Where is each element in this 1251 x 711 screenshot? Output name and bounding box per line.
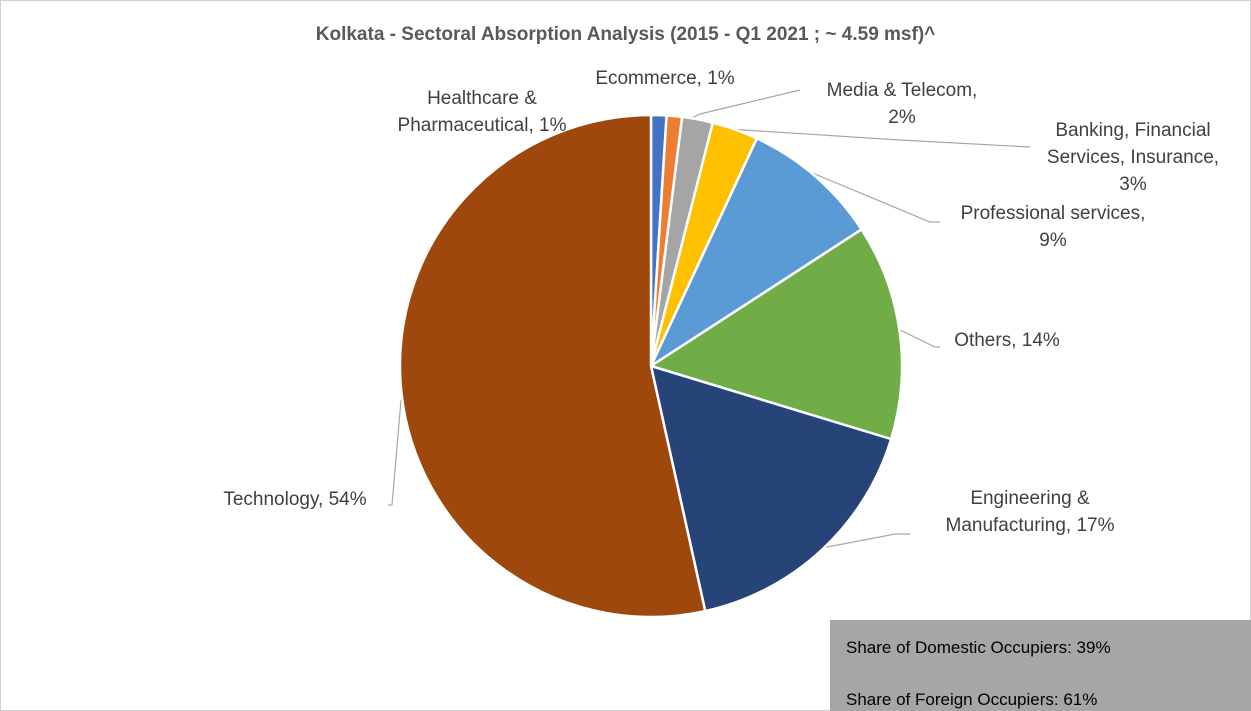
slice [648,227,904,441]
note: Share of Domestic Occupiers: 39% [846,638,1111,657]
slice-label: Healthcare & Pharmaceutical, 1% [397,88,567,136]
pie [398,113,904,619]
leader-line [687,89,801,121]
leader-line [388,399,402,506]
leader-lines [388,89,1031,549]
slice-label: Ecommerce, 1% [595,68,735,89]
slice-label: Professional services, 9% [960,203,1146,251]
slice-label: Media & Telecom, 2% [826,80,978,128]
slice-label: Others, 14% [954,330,1060,351]
slice-label: Technology, 54% [223,489,367,510]
slice [649,364,893,613]
leader-line [711,127,1031,148]
slice [648,136,864,370]
note-box [830,620,1251,711]
leader-line [809,171,940,223]
chart-title: Kolkata - Sectoral Absorption Analysis (… [315,24,936,45]
slice [398,113,707,619]
slice-label: Banking, Financial Services, Insurance, … [1046,120,1220,195]
leader-line [821,533,910,549]
slice-label: Engineering & Manufacturing, 17% [945,488,1115,536]
note: Share of Foreign Occupiers: 61% [846,690,1098,709]
leader-line [899,329,940,348]
